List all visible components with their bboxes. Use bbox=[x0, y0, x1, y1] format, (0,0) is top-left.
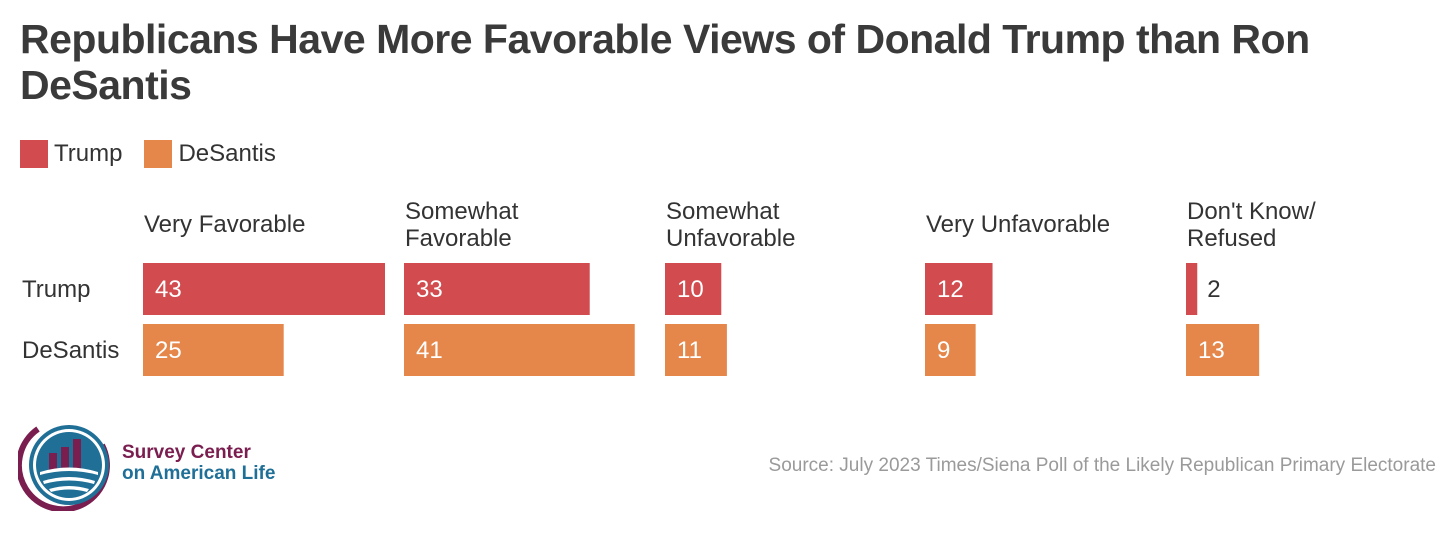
category-label-somewhat-unfavorable-line-1: Somewhat bbox=[666, 198, 780, 225]
legend-item-trump: Trump bbox=[20, 140, 122, 168]
value-label-trump-very-unfavorable: 12 bbox=[937, 276, 964, 303]
bar-trump-somewhat-unfavorable bbox=[665, 263, 722, 315]
legend-swatch-desantis bbox=[144, 140, 173, 168]
category-label-don-t-know-refused-line-2: Refused bbox=[1187, 225, 1276, 252]
survey-center-logo: Survey Center on American Life bbox=[18, 415, 318, 515]
legend: Trump DeSantis bbox=[20, 138, 298, 170]
bar-desantis-very-unfavorable bbox=[925, 324, 976, 376]
bar-trump-don-t-know-refused bbox=[1186, 263, 1198, 315]
value-label-trump-somewhat-favorable: 33 bbox=[416, 276, 443, 303]
row-label-trump: Trump bbox=[22, 276, 90, 303]
value-label-trump-somewhat-unfavorable: 10 bbox=[677, 276, 704, 303]
logo-icon bbox=[18, 425, 110, 511]
value-label-desantis-very-favorable: 25 bbox=[155, 337, 182, 364]
bar-desantis-very-favorable bbox=[143, 324, 284, 376]
value-label-desantis-somewhat-favorable: 41 bbox=[416, 337, 443, 364]
logo-text: Survey Center on American Life bbox=[122, 442, 275, 484]
category-label-somewhat-favorable-line-1: Somewhat bbox=[405, 198, 519, 225]
value-label-desantis-very-unfavorable: 9 bbox=[937, 337, 950, 364]
bar-trump-very-favorable bbox=[143, 263, 385, 315]
value-label-trump-don-t-know-refused: 2 bbox=[1207, 276, 1220, 303]
category-label-somewhat-unfavorable-line-2: Unfavorable bbox=[666, 225, 795, 252]
category-label-very-unfavorable: Very Unfavorable bbox=[926, 211, 1110, 238]
chart-title: Republicans Have More Favorable Views of… bbox=[20, 16, 1310, 108]
value-label-desantis-don-t-know-refused: 13 bbox=[1198, 337, 1225, 364]
legend-label-trump: Trump bbox=[54, 140, 123, 167]
bar-desantis-somewhat-favorable bbox=[404, 324, 635, 376]
bar-trump-somewhat-favorable bbox=[404, 263, 590, 315]
logo-line-2: on American Life bbox=[122, 463, 276, 484]
source-note: Source: July 2023 Times/Siena Poll of th… bbox=[768, 455, 1436, 476]
legend-label-desantis: DeSantis bbox=[178, 140, 276, 167]
row-label-desantis: DeSantis bbox=[22, 337, 119, 364]
logo-line-1: Survey Center bbox=[122, 442, 251, 463]
bar-desantis-don-t-know-refused bbox=[1186, 324, 1260, 376]
category-label-very-favorable: Very Favorable bbox=[144, 211, 305, 238]
bar-trump-very-unfavorable bbox=[925, 263, 993, 315]
value-label-desantis-somewhat-unfavorable: 11 bbox=[677, 337, 702, 364]
legend-swatch-trump bbox=[20, 140, 48, 168]
bar-desantis-somewhat-unfavorable bbox=[665, 324, 727, 376]
legend-item-desantis: DeSantis bbox=[144, 140, 276, 168]
category-label-somewhat-favorable-line-2: Favorable bbox=[405, 225, 512, 252]
value-label-trump-very-favorable: 43 bbox=[155, 276, 182, 303]
bar-chart: Very Favorable SomewhatFavorableSomewhatU… bbox=[22, 198, 1316, 376]
category-label-don-t-know-refused-line-1: Don't Know/ bbox=[1187, 198, 1316, 225]
